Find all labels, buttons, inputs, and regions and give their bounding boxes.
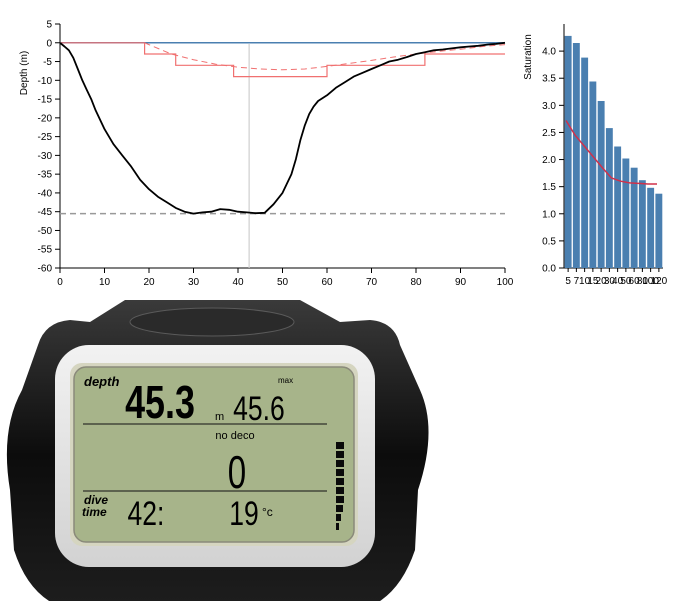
saturation-y-tick-label: 2.0 xyxy=(542,155,556,166)
saturation-y-tick-label: 2.5 xyxy=(542,128,556,139)
time-x-tick-label: 10 xyxy=(99,277,111,288)
lcd-nodeco-label: no deco xyxy=(215,430,254,442)
lcd-depth-value: 45.3 xyxy=(125,377,195,428)
depth-y-tick-label: -60 xyxy=(38,264,53,275)
depth-y-tick-label: 0 xyxy=(46,38,52,49)
saturation-y-tick-label: 3.0 xyxy=(542,101,556,112)
saturation-bar xyxy=(638,180,646,268)
ascent-rate-segment xyxy=(336,478,344,485)
saturation-y-tick-label: 1.5 xyxy=(542,182,556,193)
lcd-nodeco-value: 0 xyxy=(228,448,246,498)
saturation-y-tick-label: 4.0 xyxy=(542,47,556,58)
saturation-bar xyxy=(589,81,597,268)
saturation-bar xyxy=(581,57,589,268)
compartment-x-tick-label: 7 xyxy=(574,276,580,287)
lcd-depth-unit: m xyxy=(215,411,224,423)
time-x-tick-label: 20 xyxy=(143,277,155,288)
lcd-dive-time: 42: xyxy=(128,495,165,533)
compartment-x-tick-label: 5 xyxy=(565,276,571,287)
saturation-bar xyxy=(605,128,613,268)
lcd-time-label: time xyxy=(82,505,107,519)
saturation-axis-label: Saturation xyxy=(523,34,534,80)
supersaturation-line xyxy=(565,120,657,185)
lcd-temp-unit: °c xyxy=(262,505,273,519)
compartment-x-tick-label: 100 xyxy=(642,276,659,287)
saturation-bar xyxy=(647,187,655,268)
depth-y-tick-label: -55 xyxy=(38,245,53,256)
time-x-tick-label: 0 xyxy=(57,277,63,288)
dive-profile-line xyxy=(59,41,506,215)
lcd-temp-value: 19 xyxy=(229,495,259,533)
compartment-x-tick-label: 30 xyxy=(604,276,616,287)
time-x-tick-label: 30 xyxy=(188,277,200,288)
ascent-rate-segment xyxy=(336,523,339,530)
depth-y-tick-label: -30 xyxy=(38,151,53,162)
depth-y-tick-label: 5 xyxy=(46,20,52,31)
lcd-screen xyxy=(73,366,355,543)
compartment-x-tick-label: 120 xyxy=(651,276,668,287)
time-x-tick-label: 70 xyxy=(366,277,378,288)
saturation-bar xyxy=(572,43,580,268)
ascent-rate-segment xyxy=(336,451,344,458)
saturation-y-tick-label: 0.5 xyxy=(542,236,556,247)
ceiling-step-line xyxy=(60,42,505,78)
lcd-dive-label: dive xyxy=(84,493,108,507)
saturation-bar xyxy=(564,35,572,269)
depth-y-tick-label: -35 xyxy=(38,170,53,181)
saturation-axes: 0.0 0.5 1.0 1.5 2.0 2.5 3.0 3.5 4.0 5 7 10152030405… xyxy=(542,24,668,287)
saturation-y-tick-label: 1.0 xyxy=(542,209,556,220)
depth-y-tick-label: -15 xyxy=(38,95,53,106)
time-x-tick-label: 40 xyxy=(232,277,244,288)
compartment-x-tick-label: 60 xyxy=(629,276,641,287)
profile-marks xyxy=(59,41,506,268)
saturation-y-tick-label: 3.5 xyxy=(542,74,556,85)
saturation-bar xyxy=(622,158,630,268)
depth-axis-label: Depth (m) xyxy=(19,51,30,95)
lcd-max-label: max xyxy=(278,376,293,385)
depth-y-tick-label: -45 xyxy=(38,207,53,218)
lcd-max-value: 45.6 xyxy=(233,390,285,428)
ascent-rate-segment xyxy=(336,496,344,503)
saturation-bar xyxy=(614,146,622,268)
time-x-tick-label: 50 xyxy=(277,277,289,288)
ascent-rate-segment xyxy=(336,442,344,449)
lcd-depth-label: depth xyxy=(84,374,119,389)
ascent-rate-segment xyxy=(336,469,344,476)
saturation-bar xyxy=(597,101,605,268)
saturation-marks xyxy=(564,35,663,269)
compartment-x-tick-label: 15 xyxy=(587,276,599,287)
computer-top-accent xyxy=(129,307,295,337)
ascent-rate-segment xyxy=(336,514,341,521)
time-x-tick-label: 100 xyxy=(497,277,514,288)
saturation-bar xyxy=(655,193,663,268)
time-x-tick-label: 60 xyxy=(321,277,333,288)
depth-y-tick-label: -40 xyxy=(38,188,53,199)
compartment-x-tick-label: 20 xyxy=(596,276,608,287)
time-x-tick-label: 90 xyxy=(455,277,467,288)
compartment-x-tick-label: 10 xyxy=(579,276,591,287)
time-x-tick-label: 80 xyxy=(410,277,422,288)
profile-axes: 50-5-10-15-20-25-30-35-40-45-50-55-600 10… xyxy=(38,20,514,289)
saturation-bar xyxy=(630,167,638,268)
ascent-rate-bar xyxy=(336,442,344,530)
depth-y-tick-label: -5 xyxy=(43,57,52,68)
compartment-x-tick-label: 80 xyxy=(637,276,649,287)
compartment-x-tick-label: 50 xyxy=(620,276,632,287)
saturation-y-tick-label: 0.0 xyxy=(542,264,556,275)
depth-y-tick-label: -50 xyxy=(38,226,53,237)
dive-computer: depth 45.3 m max 45.6 no deco 0 dive tim… xyxy=(6,300,429,601)
ascent-rate-segment xyxy=(336,487,344,494)
ascent-rate-segment xyxy=(336,505,343,512)
depth-y-tick-label: -10 xyxy=(38,76,53,87)
depth-y-tick-label: -20 xyxy=(38,113,53,124)
ascent-rate-segment xyxy=(336,460,344,467)
depth-y-tick-label: -25 xyxy=(38,132,53,143)
compartment-x-tick-label: 40 xyxy=(612,276,624,287)
